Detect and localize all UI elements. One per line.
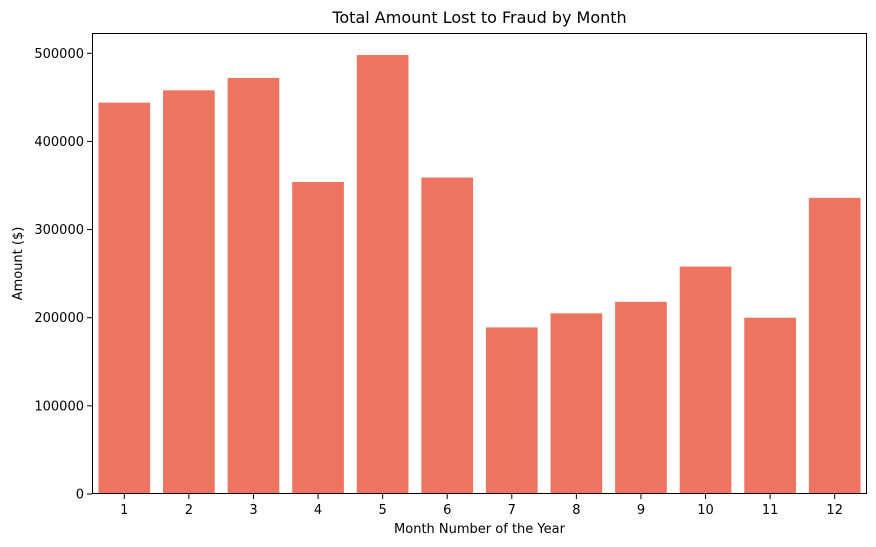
- x-tick-label: 8: [572, 503, 580, 518]
- y-tick-label: 400000: [34, 135, 84, 150]
- x-axis-title: Month Number of the Year: [394, 522, 566, 537]
- bar-month-8: [550, 313, 603, 494]
- y-axis-title: Amount ($): [11, 227, 26, 301]
- y-tick-label: 100000: [34, 399, 84, 414]
- bar-month-2: [163, 90, 215, 494]
- x-tick-label: 3: [249, 503, 257, 518]
- y-tick-label: 200000: [34, 311, 84, 326]
- bar-month-3: [227, 77, 280, 495]
- chart-title: Total Amount Lost to Fraud by Month: [331, 8, 626, 27]
- plot-frame: [92, 33, 867, 494]
- bar-month-10: [679, 266, 732, 494]
- x-tick-label: 11: [762, 503, 779, 518]
- bar-month-12: [808, 197, 861, 495]
- y-tick-label: 300000: [34, 223, 84, 238]
- y-tick-label: 0: [76, 488, 84, 503]
- bar-month-6: [421, 177, 474, 494]
- x-axis-ticks: 1 2 3 4 5 6 7 8 9 10 11 12: [120, 494, 843, 518]
- x-tick-label: 6: [443, 503, 451, 518]
- x-tick-label: 10: [697, 503, 714, 518]
- x-tick-label: 2: [185, 503, 193, 518]
- x-tick-label: 1: [120, 503, 128, 518]
- x-tick-label: 4: [314, 503, 322, 518]
- y-tick-label: 500000: [34, 47, 84, 62]
- x-tick-label: 7: [508, 503, 516, 518]
- bar-month-7: [485, 327, 538, 494]
- x-tick-label: 12: [826, 503, 843, 518]
- bar-month-11: [744, 317, 796, 494]
- bar-month-4: [292, 181, 344, 494]
- y-axis-ticks: 0 100000 200000 300000 400000 500000: [34, 47, 92, 503]
- x-tick-label: 5: [378, 503, 386, 518]
- bar-month-1: [98, 102, 151, 494]
- x-tick-label: 9: [637, 503, 645, 518]
- bar-month-5: [356, 55, 409, 495]
- bar-month-9: [615, 301, 667, 494]
- bars-group: [98, 55, 861, 495]
